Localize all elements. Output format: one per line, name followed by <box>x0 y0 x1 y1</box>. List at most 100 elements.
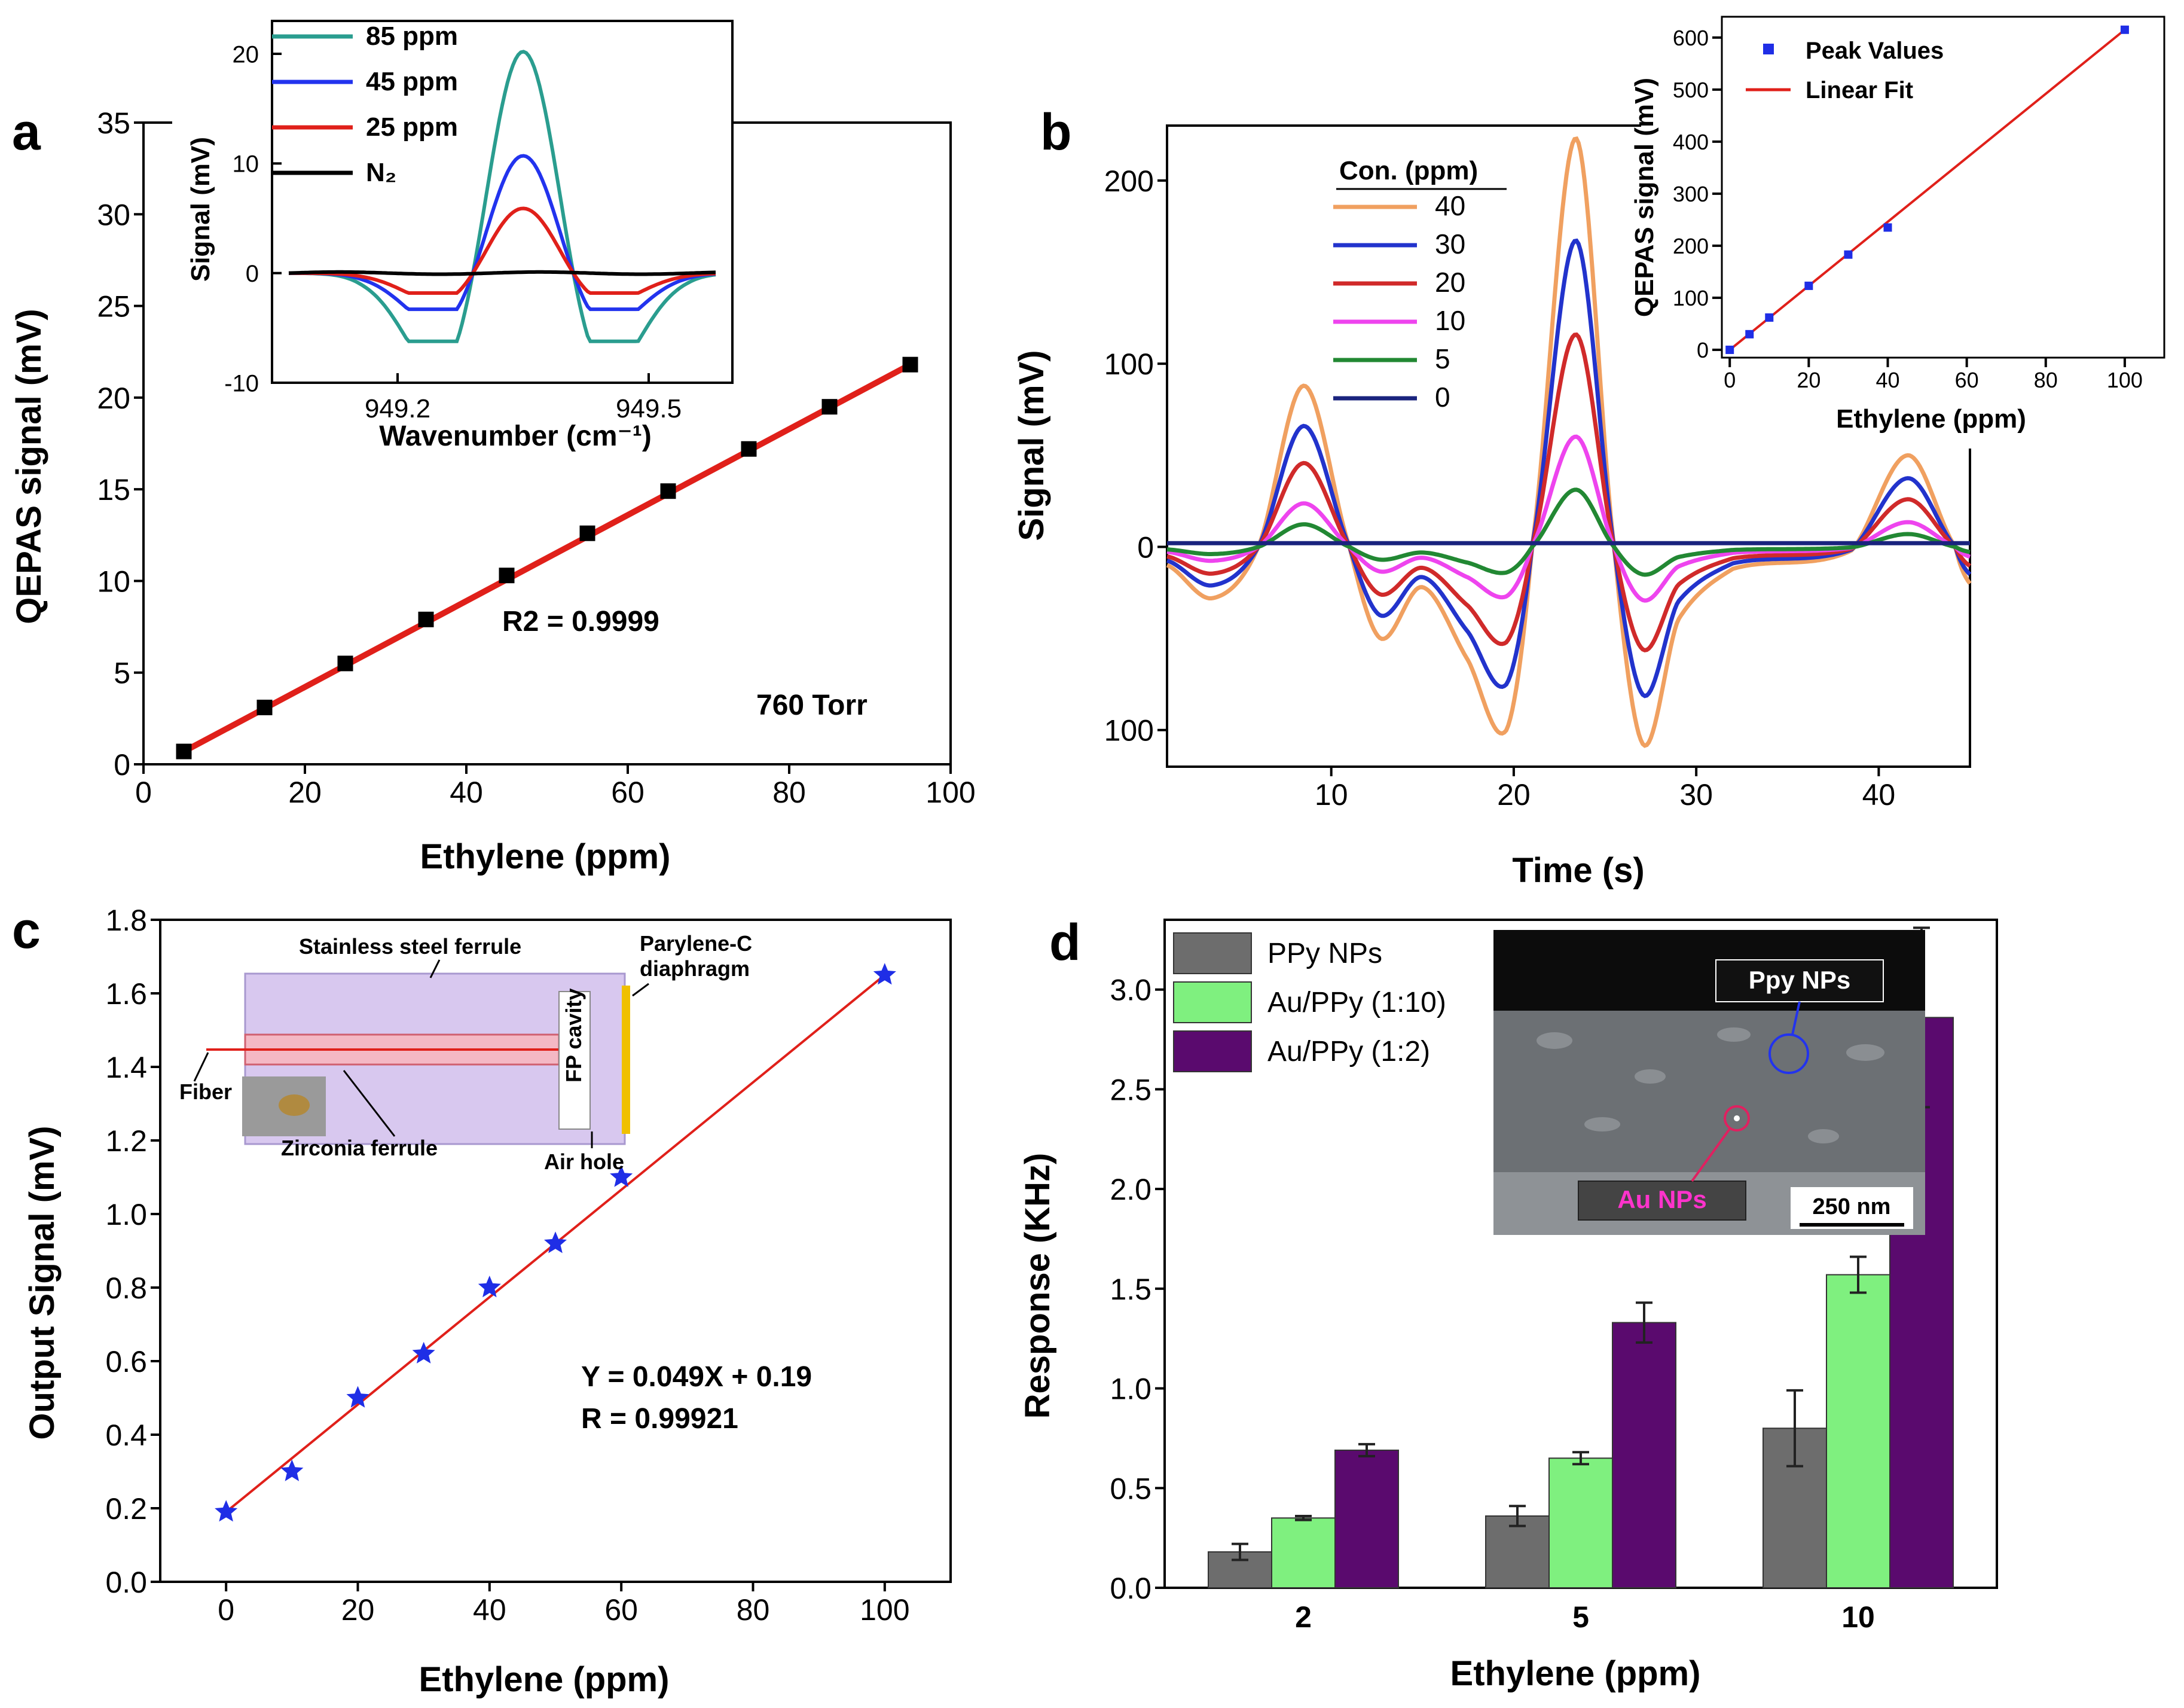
panel-b-inset-xtick-label: 100 <box>2107 368 2143 392</box>
panel-a-xtick-label: 40 <box>450 776 483 809</box>
panel-a-data-point <box>579 525 595 541</box>
panel-b-xtick-label: 10 <box>1315 778 1348 812</box>
panel-c: c 0 20 40 60 80 100 0.0 0.2 0.4 0.6 0.8 1.0 1.2 1.4 1.… <box>12 902 952 1699</box>
panel-c-data-point <box>478 1276 501 1298</box>
panel-d-ytick-label: 0.0 <box>1110 1572 1151 1605</box>
panel-b-xlabel: Time (s) <box>1512 851 1644 890</box>
panel-a-inset-ytick-label: -10 <box>224 370 259 396</box>
panel-a-data-point <box>418 611 434 627</box>
panel-b-legend-label: 5 <box>1435 343 1450 374</box>
panel-c-plot-frame <box>159 919 952 1583</box>
panel-a-inset-legend-label: 45 ppm <box>366 67 458 96</box>
zirconia-pointer <box>343 1070 396 1137</box>
panel-a-inset-series-line <box>288 270 716 276</box>
scale-bar-box <box>1791 1187 1913 1229</box>
panel-d-ytick-label: 0.5 <box>1110 1472 1151 1505</box>
panel-a-inset-xtick-label: 949.2 <box>365 394 430 423</box>
ferrule-pointer <box>429 959 441 978</box>
panel-b-xtick-label: 20 <box>1497 778 1531 812</box>
panel-b-legend-label: 40 <box>1435 190 1465 221</box>
panel-c-data-point <box>873 963 896 985</box>
panel-c-xtick-label: 20 <box>341 1593 375 1627</box>
panel-b-series-line <box>1166 238 1972 699</box>
sem-particle <box>1846 1044 1884 1061</box>
panel-b-inset-ytick-label: 0 <box>1697 338 1709 362</box>
au-np-dot <box>1734 1115 1740 1121</box>
panel-a-r2-annotation: R2 = 0.9999 <box>502 606 659 638</box>
label-fp-cavity: FP cavity <box>561 989 586 1082</box>
label-stainless-steel-ferrule: Stainless steel ferrule <box>299 934 521 959</box>
panel-d-legend-swatch <box>1173 981 1252 1023</box>
panel-a-pressure-annotation: 760 Torr <box>756 690 868 721</box>
panel-c-ytick-label: 1.4 <box>105 1051 147 1084</box>
panel-c-equation: Y = 0.049X + 0.19 <box>581 1361 812 1393</box>
au-np-pointer <box>1691 1126 1732 1182</box>
panel-b-inset-legend-label: Linear Fit <box>1806 77 1913 103</box>
panel-a-ytick-label: 35 <box>97 106 130 140</box>
panel-b-inset-data-point <box>1745 330 1754 338</box>
panel-b-inset-data-point <box>1725 345 1734 354</box>
panel-b-ylabel: Signal (mV) <box>1012 350 1051 541</box>
panel-b-legend-label: 20 <box>1435 267 1465 298</box>
panel-a-inset-series-line <box>289 154 716 312</box>
panel-d-legend-swatch <box>1173 1030 1252 1072</box>
panel-a-data-point <box>660 483 676 499</box>
ppy-np-pointer <box>1791 1001 1801 1035</box>
panel-d-ylabel: Response (KHz) <box>1018 1153 1057 1419</box>
panel-c-ytick-label: 1.6 <box>105 977 147 1011</box>
panel-c-r-value: R = 0.99921 <box>581 1403 738 1435</box>
panel-d-ytick-label: 2.0 <box>1110 1173 1151 1206</box>
panel-a-xtick-label: 60 <box>611 776 644 809</box>
panel-b-inset-data-point <box>2120 25 2129 34</box>
panel-c-data-point <box>610 1165 633 1187</box>
panel-c-data-point <box>280 1459 304 1481</box>
panel-d-xtick-label: 2 <box>1295 1600 1312 1634</box>
sem-particle <box>1717 1027 1751 1042</box>
panel-a-data-point <box>256 699 273 715</box>
panel-b-series-line <box>1166 332 1972 652</box>
panel-d-sem-image: Ppy NPs Au NPs 250 nm <box>1493 930 1925 1235</box>
panel-b-xtick-label: 30 <box>1679 778 1713 812</box>
panel-b-inset-frame <box>1721 16 2165 359</box>
panel-b-inset-data-point <box>1844 250 1853 259</box>
panel-b-inset-ylabel: QEPAS signal (mV) <box>1630 78 1659 317</box>
panel-d-legend-swatch <box>1173 932 1252 974</box>
panel-a-fit-line <box>182 362 912 754</box>
panel-c-data-point <box>412 1341 435 1364</box>
panel-b-inset-xtick-label: 60 <box>1955 368 1979 392</box>
panel-c-xtick-label: 80 <box>737 1593 770 1627</box>
label-diaphragm: diaphragm <box>640 956 750 981</box>
panel-c-ylabel: Output Signal (mV) <box>23 1126 62 1439</box>
au-np-highlight-circle <box>1724 1105 1750 1131</box>
panel-b-ytick-label: 100 <box>1104 714 1154 748</box>
ppy-np-label: Ppy NPs <box>1749 966 1850 994</box>
panel-a-inset-series-line <box>289 206 716 295</box>
panel-c-ytick-label: 1.8 <box>105 904 147 937</box>
panel-d-xtick-label: 10 <box>1841 1600 1875 1634</box>
panel-c-xlabel: Ethylene (ppm) <box>419 1660 670 1699</box>
panel-b-letter: b <box>1040 103 1072 161</box>
panel-d-xtick-label: 5 <box>1572 1600 1589 1634</box>
panel-b-inset-xlabel: Ethylene (ppm) <box>1836 404 2026 434</box>
panel-a-xtick-label: 0 <box>135 776 152 809</box>
panel-d-ytick-label: 3.0 <box>1110 974 1151 1007</box>
panel-b-inset-data-point <box>1804 281 1813 290</box>
panel-c-ytick-label: 1.0 <box>105 1198 147 1231</box>
panel-d-bar <box>1485 1515 1550 1588</box>
panel-c-xtick-label: 0 <box>218 1593 234 1627</box>
panel-d-ytick-label: 2.5 <box>1110 1073 1151 1106</box>
panel-a-inset-legend-label: 25 ppm <box>366 112 458 142</box>
panel-a-inset-legend-label: 85 ppm <box>366 22 458 51</box>
panel-b-inset-fit-line <box>1728 29 2126 351</box>
panel-a-xtick-label: 100 <box>925 776 975 809</box>
panel-a-inset-series-line <box>288 50 716 343</box>
panel-b-inset-xtick-label: 0 <box>1724 368 1736 392</box>
panel-b-ytick-label: 200 <box>1104 164 1154 198</box>
panel-a-ylabel: QEPAS signal (mV) <box>10 309 48 624</box>
label-fiber: Fiber <box>179 1079 232 1104</box>
panel-b-legend: 40 30 20 10 5 0 <box>1333 188 1507 413</box>
panel-d-bar <box>1612 1322 1676 1589</box>
panel-d-legend: PPy NPs Au/PPy (1:10) Au/PPy (1:2) <box>1173 932 1446 1072</box>
panel-b-legend-label: 0 <box>1435 382 1450 413</box>
